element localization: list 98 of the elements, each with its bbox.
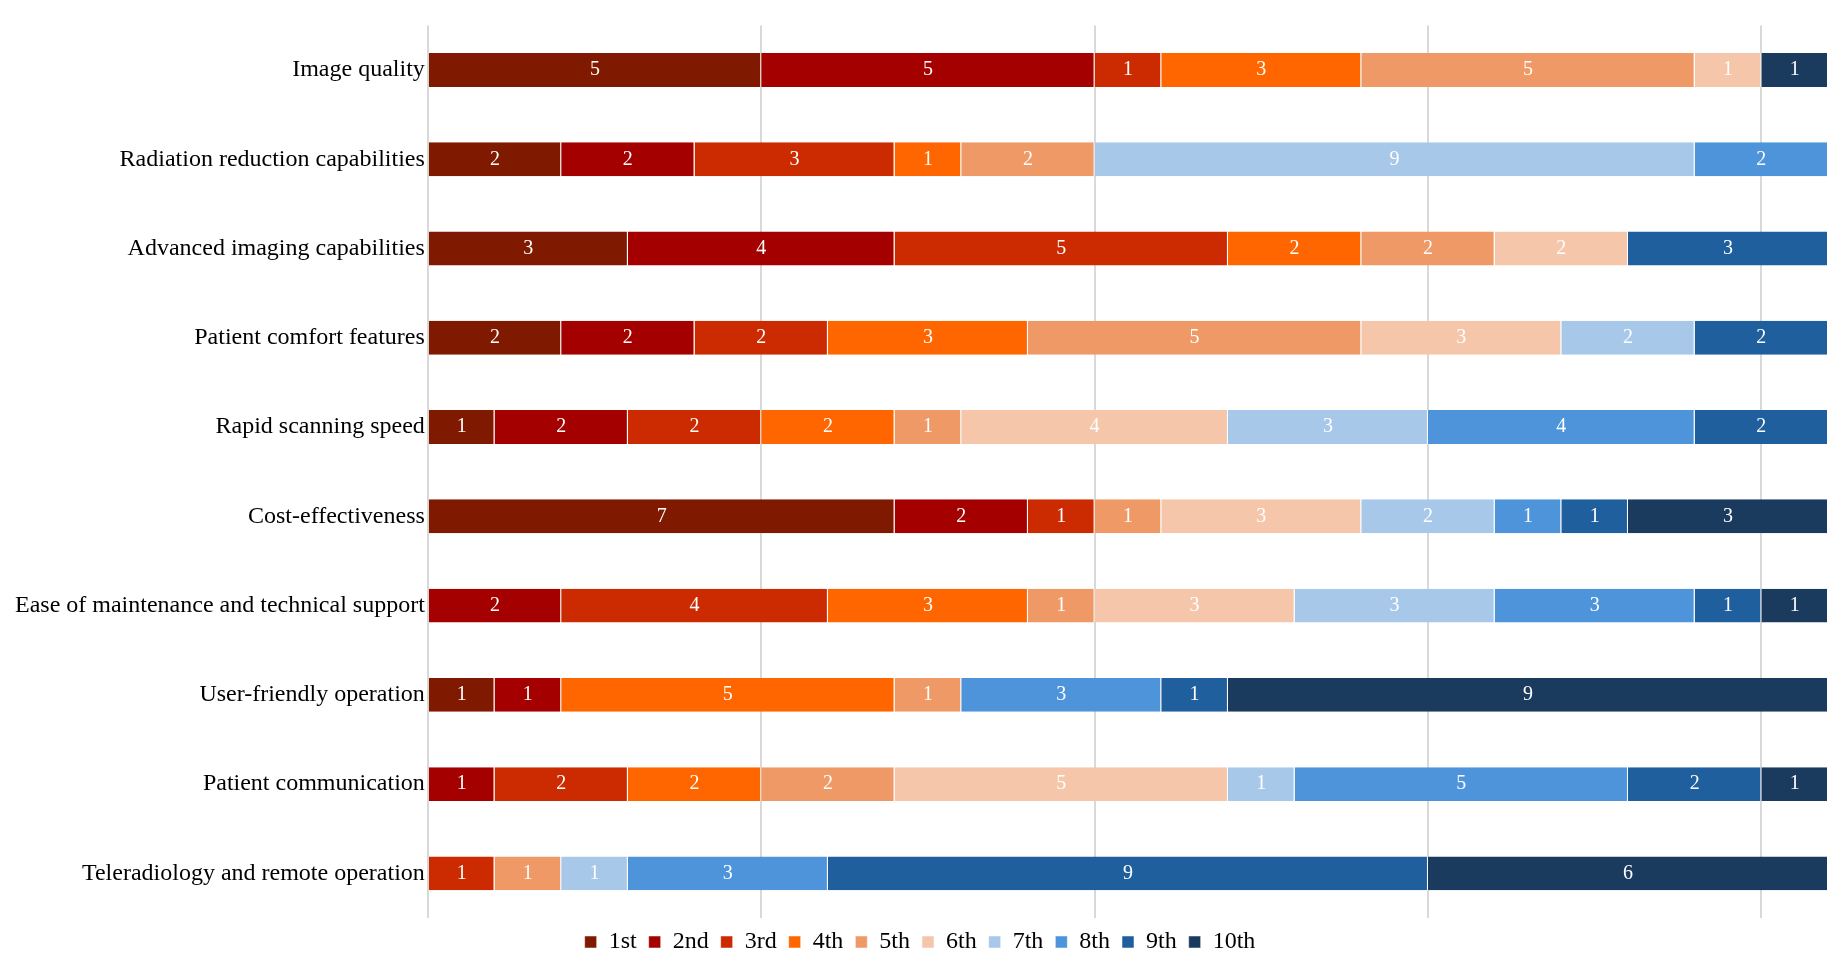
data-label: 2 [756,325,767,348]
data-label: 2 [490,146,500,169]
data-label: 3 [523,235,534,258]
data-label: 3 [1189,592,1200,615]
data-label: 6 [1622,860,1633,883]
data-label: 2 [1556,235,1567,258]
data-label: 3 [1256,503,1267,526]
data-label: 1 [1789,592,1800,615]
data-label: 1 [1056,503,1067,526]
y-tick-label: Advanced imaging capabilities [127,233,425,260]
data-label: 3 [1722,503,1733,526]
y-tick-label: Patient comfort features [194,323,425,350]
y-tick-label: Teleradiology and remote operation [81,858,425,885]
data-label: 1 [1789,771,1800,794]
data-label: 1 [456,860,467,883]
data-label: 1 [1589,503,1600,526]
data-label: 1 [522,860,533,883]
data-label: 5 [1189,325,1200,348]
data-label: 3 [1589,592,1600,615]
data-label: 5 [1522,57,1533,80]
data-label: 2 [622,146,633,169]
data-label: 3 [1456,325,1467,348]
data-label: 1 [456,771,467,794]
data-label: 1 [1256,771,1267,794]
data-label: 1 [1722,57,1733,80]
data-label: 3 [1256,57,1267,80]
data-label: 5 [722,682,733,705]
data-label: 1 [1122,57,1133,80]
data-label: 3 [789,146,800,169]
legend-label: 10th [1212,927,1256,954]
data-label: 3 [922,592,933,615]
legend-label: 5th [879,927,910,954]
data-label: 1 [1122,503,1133,526]
data-label: 5 [1456,771,1467,794]
legend-label: 7th [1012,927,1044,954]
legend-label: 1st [608,927,637,954]
data-label: 1 [589,860,600,883]
data-label: 1 [1056,592,1067,615]
data-label: 1 [922,146,933,169]
data-label: 2 [689,414,700,437]
data-label: 1 [1722,592,1733,615]
data-label: 5 [1056,771,1067,794]
data-label: 3 [1056,682,1067,705]
legend-label: 8th [1079,927,1111,954]
y-tick-label: User-friendly operation [199,680,425,707]
data-label: 7 [656,503,667,526]
y-tick-label: Cost-effectiveness [247,501,425,528]
data-label: 5 [590,57,601,80]
y-tick-label: Patient communication [202,769,425,796]
data-label: 3 [722,860,733,883]
data-label: 3 [1322,414,1333,437]
legend-label: 3rd [744,927,777,954]
data-label: 2 [956,503,967,526]
y-tick-label: Ease of maintenance and technical support [15,590,426,617]
legend-label: 2nd [672,927,709,954]
data-label: 2 [1022,146,1033,169]
data-label: 1 [1789,57,1800,80]
data-label: 2 [1422,235,1433,258]
data-label: 3 [922,325,933,348]
data-label: 2 [689,771,700,794]
data-label: 9 [1522,682,1533,705]
data-label: 9 [1122,860,1133,883]
data-label: 2 [1289,235,1300,258]
data-label: 4 [756,235,767,258]
data-label: 2 [1422,503,1433,526]
data-label: 5 [922,57,933,80]
legend-label: 9th [1146,927,1177,954]
data-label: 3 [1389,592,1400,615]
data-label: 5 [1056,235,1067,258]
data-label: 2 [556,771,567,794]
data-label: 4 [689,592,700,615]
data-label: 2 [1756,414,1767,437]
data-label: 2 [556,414,567,437]
y-tick-label: Radiation reduction capabilities [119,144,425,171]
data-label: 2 [1756,146,1767,169]
y-tick-label: Image quality [292,55,425,82]
data-label: 2 [1756,325,1767,348]
data-label: 4 [1556,414,1567,437]
data-label: 2 [490,592,500,615]
data-label: 1 [522,682,533,705]
data-label: 1 [922,682,933,705]
data-label: 1 [922,414,933,437]
data-label: 1 [456,682,467,705]
data-label: 2 [622,325,633,348]
data-label: 2 [1622,325,1633,348]
data-label: 2 [490,325,500,348]
data-label: 2 [822,414,833,437]
data-label: 2 [1689,771,1700,794]
legend-label: 4th [812,927,844,954]
data-label: 1 [456,414,467,437]
data-label: 3 [1722,235,1733,258]
data-label: 1 [1522,503,1533,526]
y-tick-label: Rapid scanning speed [215,412,425,439]
data-label: 2 [822,771,833,794]
data-label: 4 [1089,414,1100,437]
data-label: 1 [1189,682,1200,705]
legend-label: 6th [946,927,977,954]
data-label: 9 [1389,146,1400,169]
